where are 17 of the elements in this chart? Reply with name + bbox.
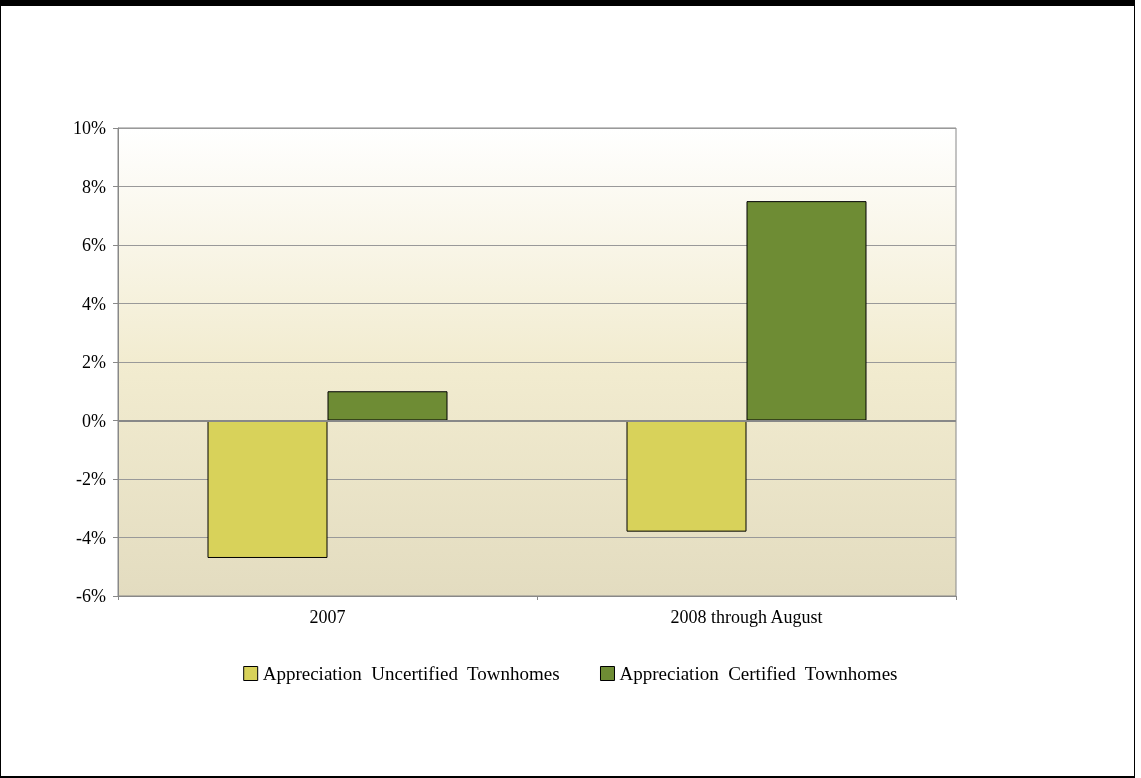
y-tick-label: 8% — [82, 176, 106, 197]
bar — [207, 420, 328, 558]
y-tick-label: 0% — [82, 410, 106, 431]
y-tick-label: 6% — [82, 235, 106, 255]
y-tick-label: 2% — [82, 352, 106, 372]
x-tick-label: 2007 — [309, 607, 346, 627]
bar — [626, 420, 747, 532]
y-tick-label: -2% — [76, 469, 106, 489]
legend-label: Appreciation Certified Townhomes — [619, 663, 898, 684]
x-tick-label: 2008 through August — [670, 607, 823, 627]
y-tick-label: -6% — [76, 586, 106, 606]
bar — [746, 201, 867, 421]
bar — [327, 391, 448, 421]
y-tick-label: 4% — [82, 293, 106, 314]
y-tick-label: -4% — [76, 527, 106, 548]
legend-label: Appreciation Uncertified Townhomes — [262, 663, 560, 684]
y-tick-label: 10% — [73, 118, 106, 138]
